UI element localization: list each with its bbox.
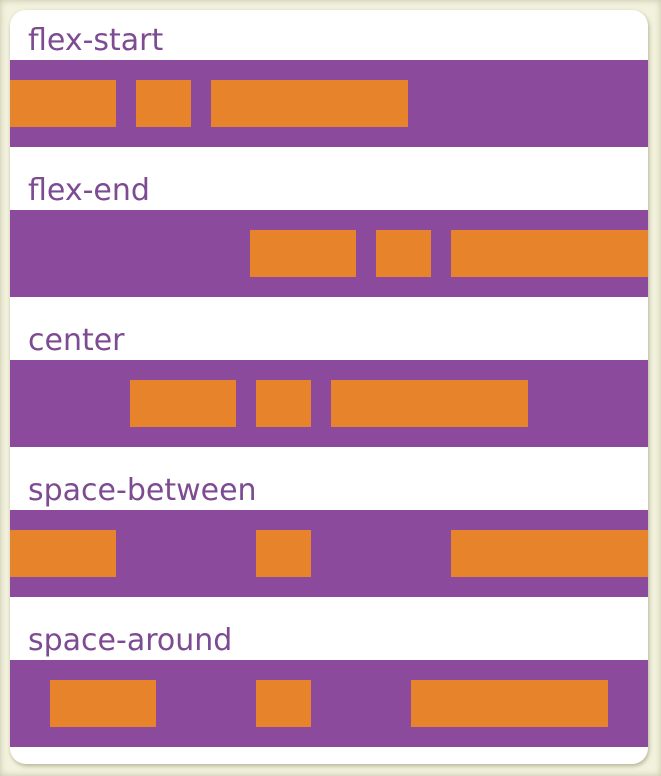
flex-item-large — [451, 530, 648, 577]
flex-item-large — [211, 80, 408, 127]
flex-item-small — [136, 80, 191, 127]
flex-section-flex-start: flex-start — [10, 22, 648, 147]
section-label: space-between — [28, 473, 257, 508]
flex-section-space-around: space-around — [10, 622, 648, 747]
section-label: flex-end — [28, 173, 150, 208]
flex-container — [10, 360, 648, 447]
flex-item-large — [411, 680, 608, 727]
flex-item-small — [256, 380, 311, 427]
flex-section-center: center — [10, 322, 648, 447]
flex-item-medium — [130, 380, 236, 427]
flex-item-large — [451, 230, 648, 277]
flex-container — [10, 660, 648, 747]
flex-item-small — [256, 530, 311, 577]
flex-section-flex-end: flex-end — [10, 172, 648, 297]
flex-item-small — [376, 230, 431, 277]
flex-container — [10, 510, 648, 597]
section-label: center — [28, 323, 125, 358]
flex-item-medium — [10, 530, 116, 577]
flex-section-space-between: space-between — [10, 472, 648, 597]
section-label: flex-start — [28, 23, 164, 58]
flex-item-large — [331, 380, 528, 427]
flex-item-medium — [50, 680, 156, 727]
flexbox-demo-card: flex-start flex-end center space-between — [10, 10, 648, 764]
flex-container — [10, 60, 648, 147]
flex-item-medium — [250, 230, 356, 277]
section-label: space-around — [28, 623, 233, 658]
flex-item-medium — [10, 80, 116, 127]
flex-item-small — [256, 680, 311, 727]
flex-container — [10, 210, 648, 297]
